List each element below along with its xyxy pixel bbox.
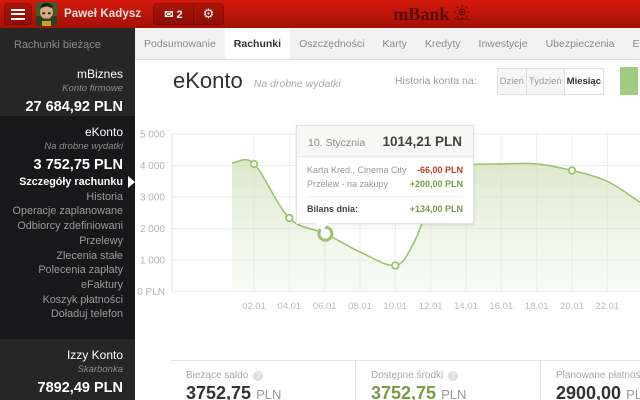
svg-text:08.01: 08.01	[348, 301, 372, 312]
svg-text:0 PLN: 0 PLN	[137, 287, 165, 298]
svg-text:18.01: 18.01	[525, 301, 549, 312]
svg-text:22.01: 22.01	[595, 301, 619, 312]
svg-text:1 000: 1 000	[140, 256, 165, 267]
svg-text:4 000: 4 000	[140, 161, 165, 172]
svg-text:3 000: 3 000	[140, 193, 165, 204]
svg-text:12.01: 12.01	[419, 301, 443, 312]
svg-text:16.01: 16.01	[489, 301, 513, 312]
svg-text:10.01: 10.01	[383, 301, 407, 312]
svg-text:20.01: 20.01	[560, 301, 584, 312]
svg-text:02.01: 02.01	[242, 301, 266, 312]
svg-text:2 000: 2 000	[140, 224, 165, 235]
svg-text:5 000: 5 000	[140, 130, 165, 141]
svg-text:06.01: 06.01	[313, 301, 337, 312]
svg-text:04.01: 04.01	[277, 301, 301, 312]
svg-text:14.01: 14.01	[454, 301, 478, 312]
